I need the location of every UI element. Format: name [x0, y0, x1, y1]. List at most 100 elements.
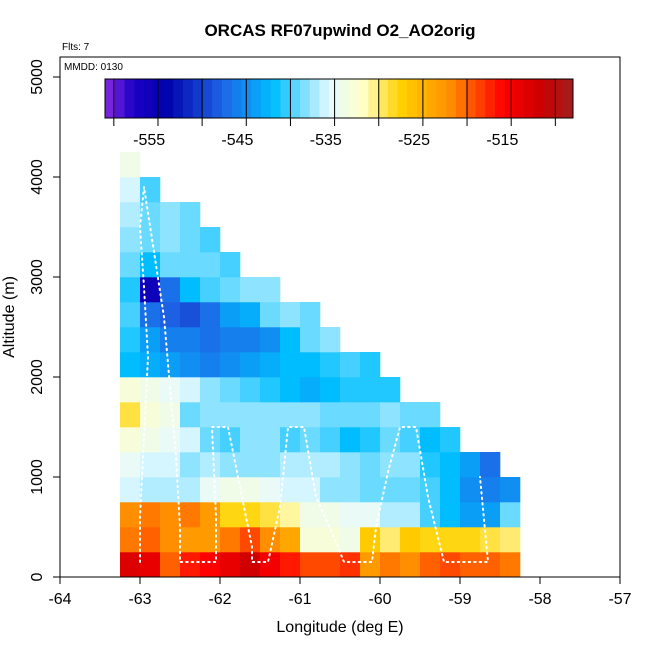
heatmap-cell: [240, 552, 261, 578]
heatmap-cell: [240, 452, 261, 478]
heatmap-cell: [200, 302, 221, 328]
heatmap-cell: [260, 502, 281, 528]
colorbar-segment: [280, 79, 291, 118]
y-tick-label: 4000: [29, 159, 46, 195]
colorbar-segment: [553, 79, 564, 118]
heatmap-cell: [300, 527, 321, 553]
heatmap-cell: [160, 352, 181, 378]
heatmap-cell: [360, 502, 381, 528]
flight-track-line: [138, 186, 490, 563]
heatmap-cell: [340, 477, 361, 503]
heatmap-cell: [160, 327, 181, 353]
colorbar-segment: [387, 79, 398, 118]
heatmap-cell: [440, 527, 461, 553]
heatmap-cell: [300, 452, 321, 478]
heatmap-cell: [420, 502, 441, 528]
colorbar-segment: [504, 79, 515, 118]
heatmap-cell: [480, 452, 501, 478]
heatmap-cell: [220, 502, 241, 528]
heatmap-cell: [200, 502, 221, 528]
heatmap-cell: [280, 327, 301, 353]
heatmap-cell: [420, 527, 441, 553]
heatmap-cell: [220, 377, 241, 403]
heatmap-cell: [320, 502, 341, 528]
heatmap-cell: [120, 427, 141, 453]
heatmap-cell: [120, 327, 141, 353]
y-tick-label: 0: [29, 572, 46, 581]
colorbar-tick-label: -525: [398, 132, 430, 149]
heatmap-cell: [380, 527, 401, 553]
heatmap-cell: [460, 552, 481, 578]
heatmap-cell: [420, 477, 441, 503]
heatmap-cell: [140, 502, 161, 528]
colorbar-segment: [290, 79, 301, 118]
heatmap-cell: [140, 527, 161, 553]
heatmap-cell: [160, 552, 181, 578]
heatmap-cell: [300, 327, 321, 353]
colorbar-segment: [309, 79, 320, 118]
heatmap-cell: [260, 402, 281, 428]
colorbar-segment: [358, 79, 369, 118]
heatmap-cell: [340, 502, 361, 528]
heatmap-cell: [480, 477, 501, 503]
heatmap-cell: [340, 527, 361, 553]
colorbar-segment: [397, 79, 408, 118]
heatmap-cell: [280, 302, 301, 328]
heatmap-cell: [280, 377, 301, 403]
heatmap-cell: [300, 377, 321, 403]
heatmap-cell: [180, 277, 201, 303]
heatmap-cell: [120, 302, 141, 328]
colorbar-segment: [261, 79, 272, 118]
heatmap-cell: [160, 402, 181, 428]
y-tick-label: 1000: [29, 459, 46, 495]
colorbar-segment: [183, 79, 194, 118]
colorbar-segment: [300, 79, 311, 118]
colorbar-segment: [144, 79, 155, 118]
colorbar-segment: [436, 79, 447, 118]
flights-note: Flts: 7: [62, 42, 90, 53]
heatmap-cell: [320, 327, 341, 353]
colorbar-segment: [251, 79, 262, 118]
colorbar-segment: [446, 79, 457, 118]
heatmap-cell: [180, 352, 201, 378]
heatmap-cell: [120, 527, 141, 553]
x-tick-label: -60: [368, 591, 391, 608]
colorbar-segment: [563, 79, 574, 118]
heatmap-cell: [120, 227, 141, 253]
heatmap-cell: [140, 327, 161, 353]
heatmap-cell: [220, 277, 241, 303]
heatmap-cell: [340, 377, 361, 403]
heatmap-cell: [160, 477, 181, 503]
heatmap-cell: [360, 452, 381, 478]
heatmap-cell: [260, 452, 281, 478]
colorbar-segment: [368, 79, 379, 118]
heatmap-cell: [180, 227, 201, 253]
heatmap-cell: [280, 427, 301, 453]
heatmap-cell: [500, 552, 521, 578]
heatmap-cell: [120, 152, 141, 178]
heatmap-cell: [180, 552, 201, 578]
colorbar-segment: [495, 79, 506, 118]
heatmap-cell: [180, 302, 201, 328]
colorbar: -555 -545 -535 -525 -515: [104, 78, 574, 149]
chart-title: ORCAS RF07upwind O2_AO2orig: [204, 21, 475, 40]
heatmap-cell: [440, 427, 461, 453]
heatmap-cell: [180, 427, 201, 453]
colorbar-segment: [270, 79, 281, 118]
colorbar-segment: [524, 79, 535, 118]
heatmap-cell: [440, 452, 461, 478]
heatmap-cell: [300, 552, 321, 578]
heatmap-cell: [220, 552, 241, 578]
heatmap-cell: [260, 352, 281, 378]
heatmap-cell: [200, 227, 221, 253]
colorbar-tick-label: -555: [133, 132, 165, 149]
heatmap-cell: [360, 377, 381, 403]
heatmap-cell: [180, 402, 201, 428]
y-axis: 0 1000 2000 3000 4000 5000: [29, 59, 60, 581]
colorbar-frame: [104, 78, 574, 119]
heatmap-cell: [120, 377, 141, 403]
heatmap-cell: [500, 527, 521, 553]
heatmap-cell: [140, 477, 161, 503]
heatmap-cell: [300, 352, 321, 378]
